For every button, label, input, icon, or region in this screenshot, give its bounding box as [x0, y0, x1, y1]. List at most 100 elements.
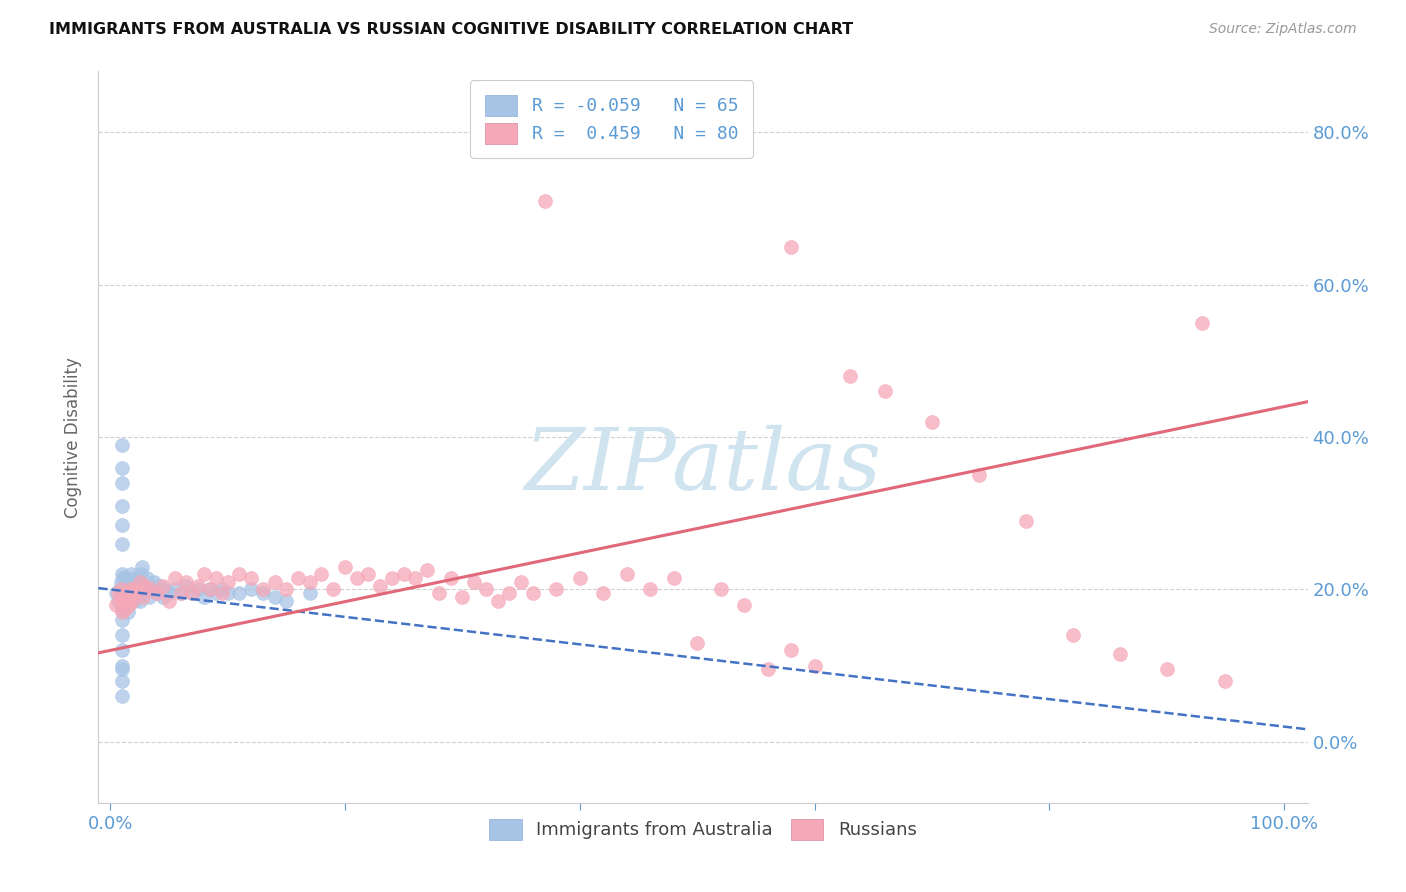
Point: [204, 586, 226, 600]
Point: [1108, 647, 1130, 661]
Point: [152, 590, 174, 604]
Point: [117, 594, 139, 608]
Point: [346, 571, 368, 585]
Point: [118, 598, 141, 612]
Point: [333, 559, 356, 574]
Point: [204, 571, 226, 585]
Point: [1015, 514, 1038, 528]
Point: [486, 594, 509, 608]
Point: [1215, 673, 1237, 688]
Point: [533, 194, 555, 208]
Point: [638, 582, 661, 597]
Point: [146, 586, 169, 600]
Point: [110, 582, 132, 597]
Point: [368, 579, 391, 593]
Point: [967, 468, 990, 483]
Point: [111, 663, 134, 677]
Point: [120, 574, 142, 589]
Point: [733, 598, 755, 612]
Point: [111, 475, 134, 490]
Point: [146, 586, 169, 600]
Point: [439, 571, 461, 585]
Point: [780, 239, 803, 253]
Point: [921, 415, 943, 429]
Point: [510, 574, 533, 589]
Point: [117, 605, 139, 619]
Point: [112, 590, 135, 604]
Point: [152, 579, 174, 593]
Text: Source: ZipAtlas.com: Source: ZipAtlas.com: [1209, 22, 1357, 37]
Point: [111, 605, 134, 619]
Text: ZIPatlas: ZIPatlas: [524, 425, 882, 508]
Point: [1191, 316, 1213, 330]
Point: [240, 571, 263, 585]
Point: [125, 582, 148, 597]
Point: [122, 582, 145, 597]
Point: [263, 574, 285, 589]
Point: [132, 586, 155, 600]
Point: [427, 586, 450, 600]
Point: [121, 582, 143, 597]
Point: [392, 567, 415, 582]
Point: [176, 579, 198, 593]
Point: [107, 594, 129, 608]
Point: [322, 582, 344, 597]
Point: [252, 582, 274, 597]
Point: [228, 567, 250, 582]
Point: [252, 586, 274, 600]
Point: [122, 594, 145, 608]
Point: [105, 598, 128, 612]
Point: [120, 586, 142, 600]
Point: [181, 586, 204, 600]
Point: [138, 590, 160, 604]
Point: [114, 601, 136, 615]
Point: [287, 571, 309, 585]
Point: [568, 571, 591, 585]
Point: [193, 567, 215, 582]
Point: [181, 586, 204, 600]
Point: [211, 582, 233, 597]
Point: [803, 658, 825, 673]
Point: [125, 586, 148, 600]
Point: [662, 571, 685, 585]
Point: [163, 582, 186, 597]
Point: [276, 582, 298, 597]
Point: [592, 586, 614, 600]
Point: [111, 601, 134, 615]
Point: [298, 574, 321, 589]
Point: [217, 574, 239, 589]
Point: [135, 571, 157, 585]
Point: [838, 369, 860, 384]
Point: [134, 579, 156, 593]
Point: [112, 571, 135, 585]
Point: [163, 571, 186, 585]
Point: [240, 582, 263, 597]
Point: [756, 663, 779, 677]
Point: [475, 582, 498, 597]
Point: [1156, 663, 1178, 677]
Point: [148, 579, 170, 593]
Point: [127, 574, 149, 589]
Point: [111, 499, 134, 513]
Point: [873, 384, 896, 399]
Point: [111, 537, 134, 551]
Point: [111, 517, 134, 532]
Point: [128, 574, 150, 589]
Point: [211, 586, 233, 600]
Point: [112, 594, 135, 608]
Point: [111, 658, 134, 673]
Point: [120, 567, 142, 582]
Point: [198, 582, 221, 597]
Point: [298, 586, 321, 600]
Point: [127, 586, 149, 600]
Point: [111, 673, 134, 688]
Point: [187, 579, 209, 593]
Point: [108, 594, 131, 608]
Text: IMMIGRANTS FROM AUSTRALIA VS RUSSIAN COGNITIVE DISABILITY CORRELATION CHART: IMMIGRANTS FROM AUSTRALIA VS RUSSIAN COG…: [49, 22, 853, 37]
Point: [122, 571, 145, 585]
Point: [111, 438, 134, 452]
Point: [131, 559, 153, 574]
Point: [115, 586, 138, 600]
Point: [108, 582, 131, 597]
Point: [463, 574, 485, 589]
